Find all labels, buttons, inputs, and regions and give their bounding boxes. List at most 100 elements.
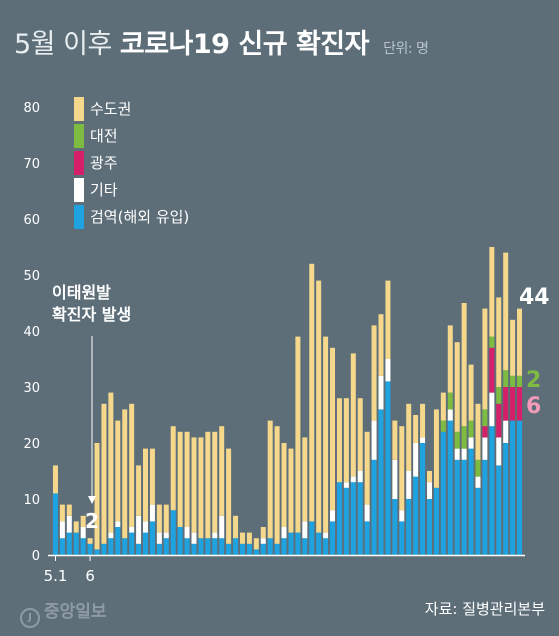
bar-segment bbox=[156, 543, 162, 555]
bar-segment bbox=[371, 325, 377, 421]
bar-segment bbox=[149, 448, 155, 505]
bar-segment bbox=[212, 431, 218, 533]
annotation-line1: 이태원발 bbox=[52, 283, 111, 302]
bar-segment bbox=[149, 504, 155, 522]
legend-label: 기타 bbox=[90, 181, 118, 199]
title-light: 5월 이후 bbox=[14, 29, 112, 60]
bar-segment bbox=[316, 280, 322, 533]
bar-segment bbox=[205, 431, 211, 539]
title-bold: 코로나19 신규 확진자 bbox=[119, 29, 370, 60]
bar-segment bbox=[406, 403, 412, 471]
bar-segment bbox=[371, 420, 377, 460]
bar-segment bbox=[399, 426, 405, 511]
bar-segment bbox=[357, 471, 363, 483]
bar-segment bbox=[66, 515, 72, 533]
bar-segment bbox=[385, 359, 391, 382]
bar-segment bbox=[80, 538, 86, 555]
legend-label: 수도권 bbox=[90, 100, 131, 118]
bar-segment bbox=[274, 426, 280, 544]
bar-segment bbox=[136, 543, 142, 555]
bar-segment bbox=[482, 409, 488, 427]
bar-segment bbox=[503, 420, 509, 443]
bar-segment bbox=[101, 543, 107, 555]
bar-segment bbox=[461, 448, 467, 460]
bar-segment bbox=[163, 504, 169, 533]
source-note: 자료: 질병관리본부 bbox=[424, 600, 545, 618]
bar-segment bbox=[233, 515, 239, 539]
bar-segment bbox=[66, 504, 72, 516]
bar-segment bbox=[149, 521, 155, 555]
y-tick-label: 80 bbox=[23, 101, 40, 116]
bar-segment bbox=[246, 543, 252, 555]
bar-segment bbox=[350, 482, 356, 555]
bar-segment bbox=[392, 420, 398, 460]
bar-segment bbox=[288, 448, 294, 533]
bar-segment bbox=[503, 252, 509, 371]
bar-segment bbox=[468, 437, 474, 449]
bar-segment bbox=[517, 387, 523, 421]
bar-segment bbox=[184, 431, 190, 527]
bar-segment bbox=[433, 487, 439, 555]
bar-segment bbox=[454, 431, 460, 449]
bar-segment bbox=[80, 515, 86, 527]
bar-segment bbox=[163, 532, 169, 539]
bar-group bbox=[52, 247, 523, 555]
legend-label: 광주 bbox=[90, 154, 118, 172]
bar-segment bbox=[357, 482, 363, 555]
bar-segment bbox=[503, 443, 509, 555]
bar-segment bbox=[357, 398, 363, 471]
bar-segment bbox=[184, 538, 190, 555]
bar-segment bbox=[219, 426, 225, 516]
bar-segment bbox=[108, 532, 114, 539]
bar-segment bbox=[461, 459, 467, 555]
bar-segment bbox=[350, 353, 356, 477]
bar-segment bbox=[336, 398, 342, 483]
bar-segment bbox=[295, 336, 301, 533]
bar-segment bbox=[475, 487, 481, 555]
bar-segment bbox=[461, 303, 467, 427]
bar-segment bbox=[295, 532, 301, 555]
bar-segment bbox=[427, 482, 432, 499]
bar-segment bbox=[260, 527, 266, 539]
bar-segment bbox=[350, 476, 356, 483]
bar-segment bbox=[420, 437, 426, 443]
bar-segment bbox=[385, 381, 391, 555]
bar-segment bbox=[108, 392, 114, 533]
bar-segment bbox=[136, 515, 142, 544]
bar-segment bbox=[482, 426, 488, 438]
end-label-daejeon: 2 bbox=[526, 368, 541, 393]
bar-segment bbox=[267, 538, 273, 555]
bar-segment bbox=[406, 499, 412, 555]
bar-segment bbox=[239, 543, 245, 555]
bar-segment bbox=[496, 465, 502, 555]
bar-segment bbox=[87, 538, 93, 544]
bar-segment bbox=[489, 426, 495, 555]
bar-segment bbox=[454, 459, 460, 555]
bar-segment bbox=[447, 420, 453, 555]
bar-segment bbox=[343, 398, 349, 483]
bar-segment bbox=[108, 538, 114, 555]
end-label-gwangju: 6 bbox=[526, 394, 541, 419]
bar-segment bbox=[177, 527, 183, 555]
bar-segment bbox=[378, 409, 384, 555]
legend-swatch bbox=[74, 124, 84, 148]
bar-segment bbox=[129, 532, 135, 555]
bar-segment bbox=[489, 392, 495, 427]
bar-segment bbox=[496, 437, 502, 466]
bar-segment bbox=[129, 403, 135, 527]
bar-segment bbox=[399, 521, 405, 555]
annotation-line2: 확진자 발생 bbox=[52, 305, 131, 324]
bar-segment bbox=[364, 521, 370, 555]
bar-segment bbox=[87, 543, 93, 555]
end-label-total: 44 bbox=[519, 285, 550, 310]
bar-segment bbox=[122, 409, 128, 539]
bar-segment bbox=[371, 459, 377, 555]
bar-segment bbox=[170, 510, 176, 555]
bar-segment bbox=[496, 387, 502, 404]
bar-segment bbox=[309, 263, 315, 522]
bar-segment bbox=[129, 527, 135, 533]
bar-segment bbox=[115, 521, 121, 527]
legend-swatch bbox=[74, 151, 84, 175]
